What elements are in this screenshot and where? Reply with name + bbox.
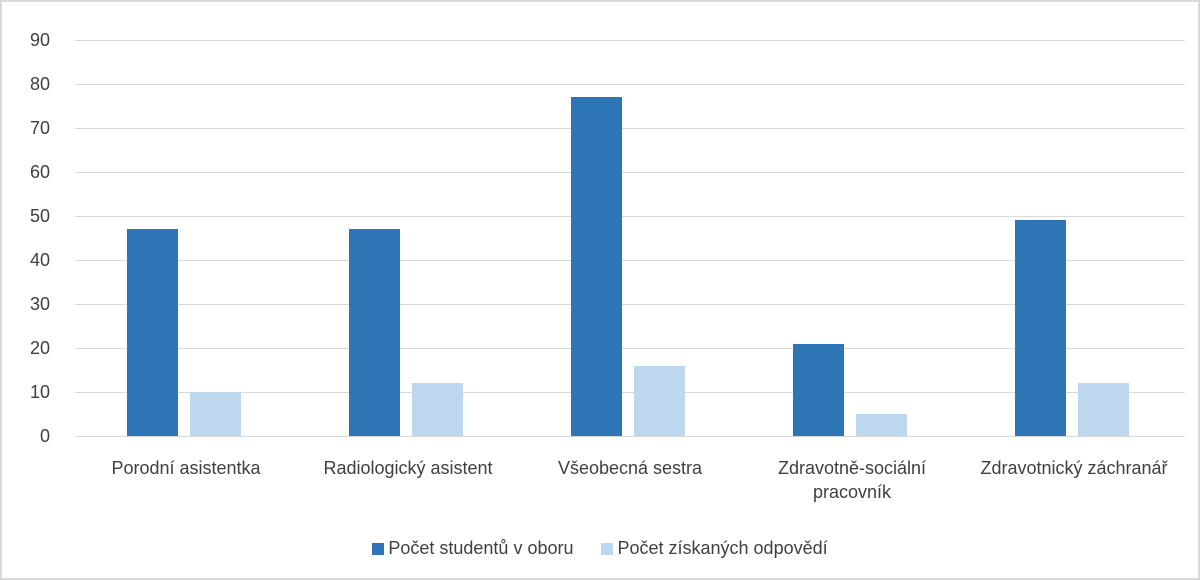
grid-line bbox=[75, 216, 1185, 217]
grid-line bbox=[75, 40, 1185, 41]
bar bbox=[634, 365, 685, 436]
y-tick-label: 70 bbox=[29, 118, 50, 138]
bar bbox=[1015, 220, 1066, 436]
x-tick-label: Porodní asistentka bbox=[111, 458, 261, 478]
y-tick-label: 90 bbox=[29, 30, 50, 50]
bar bbox=[1078, 383, 1129, 436]
legend: Počet studentů v oboru Počet získaných od… bbox=[2, 538, 1198, 559]
grid-line bbox=[75, 84, 1185, 85]
legend-label: Počet studentů v oboru bbox=[388, 538, 574, 558]
bar bbox=[127, 229, 178, 436]
y-tick-label: 80 bbox=[29, 74, 50, 94]
grid-line bbox=[75, 392, 1185, 393]
legend-entry: Počet získaných odpovědí bbox=[601, 538, 828, 559]
legend-swatch bbox=[372, 542, 385, 555]
x-tick-label: Zdravotně-sociální pracovník bbox=[777, 458, 927, 502]
bar bbox=[856, 414, 907, 436]
y-tick-label: 50 bbox=[29, 206, 50, 226]
y-tick-label: 60 bbox=[29, 162, 50, 182]
bar bbox=[190, 392, 241, 436]
grid-line bbox=[75, 348, 1185, 349]
legend-swatch bbox=[601, 542, 614, 555]
grid-line bbox=[75, 128, 1185, 129]
bar bbox=[412, 383, 463, 436]
x-tick-label: Radiologický asistent bbox=[323, 458, 493, 478]
y-tick-label: 30 bbox=[29, 294, 50, 314]
bar bbox=[793, 343, 844, 436]
bar bbox=[571, 97, 622, 436]
y-tick-label: 40 bbox=[29, 250, 50, 270]
bar bbox=[349, 229, 400, 436]
y-tick-label: 20 bbox=[29, 338, 50, 358]
grid-line bbox=[75, 304, 1185, 305]
x-tick-label: Všeobecná sestra bbox=[557, 458, 703, 478]
grid-line bbox=[75, 436, 1185, 437]
grid-line bbox=[75, 260, 1185, 261]
y-tick-label: 0 bbox=[39, 426, 50, 446]
legend-entry: Počet studentů v oboru bbox=[372, 538, 573, 559]
grid-line bbox=[75, 172, 1185, 173]
y-tick-label: 10 bbox=[29, 382, 50, 402]
legend-label: Počet získaných odpovědí bbox=[617, 538, 828, 558]
x-tick-label: Zdravotnický záchranář bbox=[980, 458, 1168, 478]
